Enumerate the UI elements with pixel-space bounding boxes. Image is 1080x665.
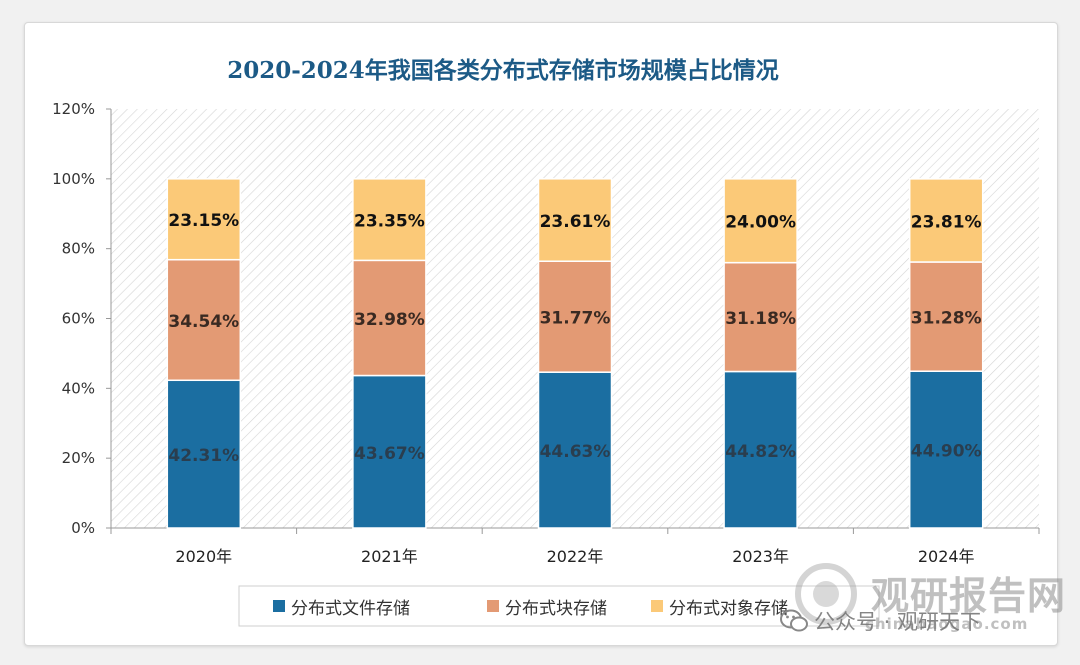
data-label: 31.28% [911,309,982,329]
watermark: 观研报告网 chinabaogao.com [793,553,1080,663]
chart-title: 2020-2024年我国各类分布式存储市场规模占比情况 [227,57,779,84]
legend-swatch [487,600,499,612]
y-tick-label: 120% [52,100,95,118]
data-label: 23.81% [911,212,982,232]
y-tick-label: 20% [62,449,95,467]
legend-swatch [273,600,285,612]
chart-card: 2020-2024年我国各类分布式存储市场规模占比情况 0% 20% 40% 60% 8… [24,22,1065,646]
data-label: 23.15% [168,211,239,231]
bar-segment [352,374,427,529]
bar-segment [908,261,984,372]
wechat-icon [780,609,808,632]
bar-segment [352,178,427,262]
bar-segment [166,178,242,261]
data-label: 32.98% [354,310,425,330]
wechat-attribution: 公众号 · 观研天下 [780,604,981,638]
data-label: 23.35% [354,212,425,232]
y-tick-label: 0% [71,519,95,537]
x-tick-label: 2021年 [361,547,418,566]
data-label: 42.31% [168,446,239,466]
wechat-account-text: 公众号 · 观研天下 [814,610,982,634]
data-label: 43.67% [354,444,425,464]
bar-segment [723,178,798,264]
watermark-brand: 观研报告网 [871,574,1067,618]
x-tick-label: 2020年 [175,547,232,566]
legend-label: 分布式文件存储 [291,599,410,619]
y-tick-label: 40% [62,379,95,397]
legend-label: 分布式对象存储 [669,599,788,619]
x-tick-label: 2024年 [918,547,975,566]
y-axis: 0% 20% 40% 60% 80% 100% 120% [52,100,112,537]
bar-segment [352,259,427,377]
data-label: 44.82% [725,442,796,462]
y-tick-label: 60% [62,310,95,328]
data-label: 31.77% [540,309,611,329]
bar-segment [166,258,242,382]
bar-segment [537,178,613,262]
bar-segment [723,261,798,373]
y-tick-label: 100% [52,170,95,188]
data-label: 31.18% [725,309,796,329]
data-label: 34.54% [168,312,239,332]
legend-swatch [651,600,663,612]
legend: 分布式文件存储 分布式块存储 分布式对象存储 [238,585,880,627]
watermark-logo-dot [813,581,839,607]
x-tick-label: 2023年 [732,547,789,566]
legend-label: 分布式块存储 [505,599,607,619]
bars: 42.31% 34.54% 23.15% 43.67% 32.98% 23.35% 44.6… [166,178,984,529]
bar-segment [537,371,613,529]
data-label: 44.63% [540,442,611,462]
bar-segment [166,379,242,529]
y-tick-label: 80% [62,240,95,258]
data-label: 23.61% [540,212,611,232]
watermark-url: chinabaogao.com [865,615,1029,633]
watermark-logo-icon [795,563,857,625]
x-axis: 2020年 2021年 2022年 2023年 2024年 [110,527,1040,566]
bar-segment [537,260,613,373]
data-label: 24.00% [725,213,796,233]
chart: 2020-2024年我国各类分布式存储市场规模占比情况 0% 20% 40% 60% 8… [52,57,1040,627]
legend-box [238,585,880,627]
bar-segment [908,178,984,263]
data-label: 44.90% [911,442,982,462]
bar-segment [908,370,984,529]
x-tick-label: 2022年 [547,547,604,566]
